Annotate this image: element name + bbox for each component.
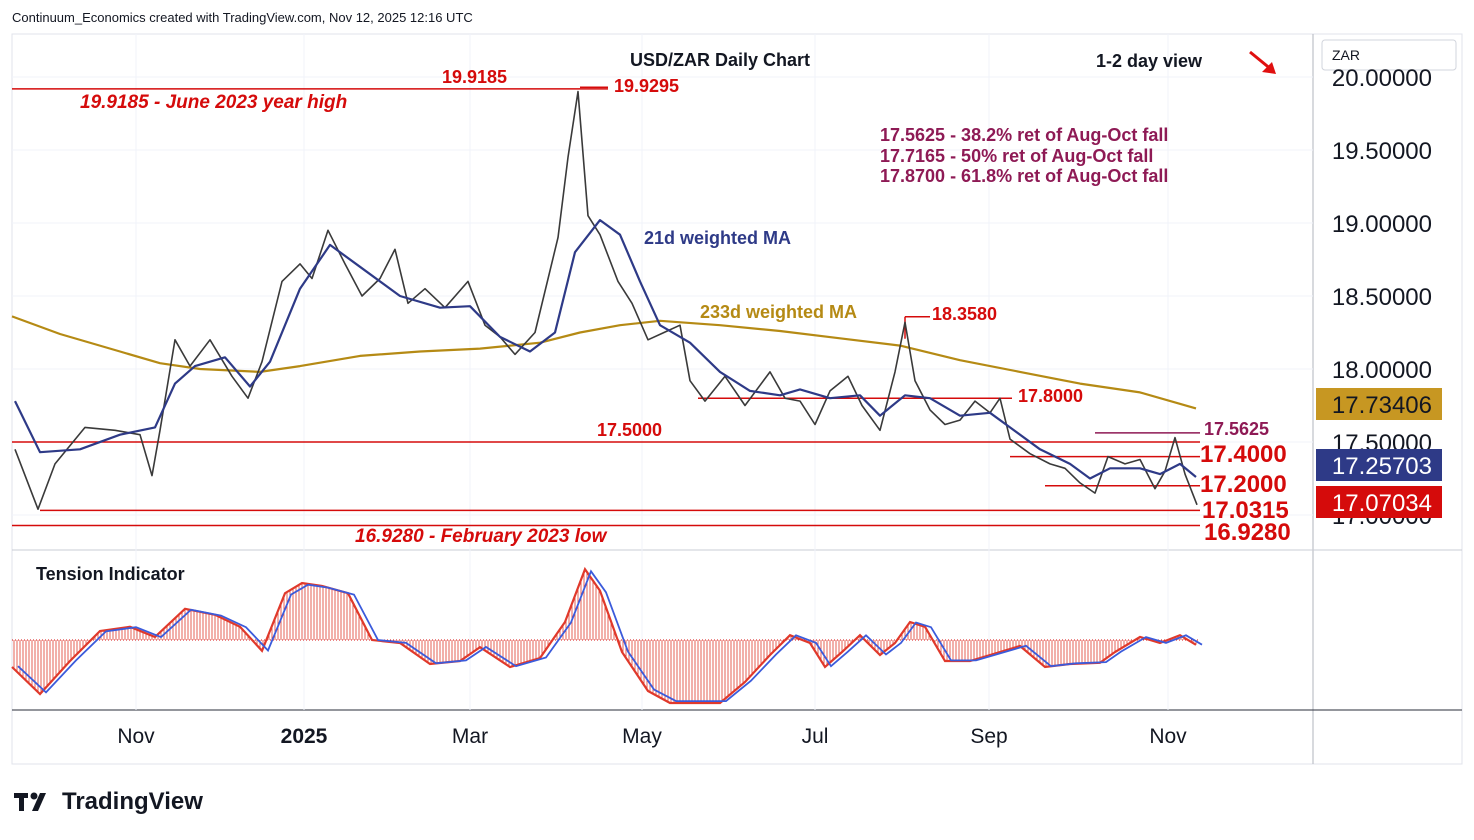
price-marker-label: 17.07034	[1332, 490, 1432, 517]
level-label-19-9295: 19.9295	[614, 76, 679, 96]
chart-credit: Continuum_Economics created with Trading…	[12, 10, 473, 25]
x-tick-label: Nov	[117, 725, 155, 748]
retracement-38: 17.5625 - 38.2% ret of Aug-Oct fall	[880, 125, 1168, 145]
chart-title: USD/ZAR Daily Chart	[630, 50, 810, 70]
price-series	[11, 90, 1198, 511]
level-label: 19.9185	[442, 67, 507, 87]
y-tick-label: 19.00000	[1332, 211, 1432, 238]
x-tick-label: Nov	[1149, 725, 1187, 748]
tension-indicator-pane	[11, 566, 1203, 705]
price-marker	[1316, 486, 1442, 518]
x-tick-label: Sep	[970, 725, 1007, 748]
wma233-line	[11, 315, 1197, 410]
tradingview-logo-icon	[14, 792, 46, 811]
level-label: 17.5625	[1204, 419, 1269, 439]
indicator-signal-line	[17, 569, 1203, 702]
price-marker	[1316, 388, 1442, 420]
support-resistance-levels: 19.9185 19.9185 - June 2023 year high 19.9…	[12, 67, 1291, 547]
level-label: 18.3580	[932, 304, 997, 324]
retracement-50: 17.7165 - 50% ret of Aug-Oct fall	[880, 146, 1153, 166]
usdzar-daily-chart: 19.9185 19.9185 - June 2023 year high 19.9…	[11, 33, 1463, 765]
chart-frame	[11, 33, 1463, 765]
wma21-line	[14, 219, 1197, 480]
y-tick-label: 20.00000	[1332, 65, 1432, 92]
currency-box[interactable]	[1321, 39, 1457, 71]
tradingview-logo: TradingView	[14, 788, 203, 816]
x-tick-label: Mar	[452, 725, 488, 748]
x-tick-label: May	[622, 725, 662, 748]
level-label: 17.5000	[597, 420, 662, 440]
arrow-down-right-icon	[1249, 50, 1276, 74]
y-tick-label: 18.00000	[1332, 357, 1432, 384]
level-label: 17.8000	[1018, 386, 1083, 406]
wma233-label: 233d weighted MA	[700, 302, 857, 322]
view-label: 1-2 day view	[1096, 51, 1203, 71]
time-axis-ticks: Nov 2025 Mar May Jul Sep Nov	[117, 725, 1187, 748]
y-tick-label: 19.50000	[1332, 138, 1432, 165]
level-description: 16.9280 - February 2023 low	[355, 526, 608, 547]
x-tick-label: Jul	[802, 725, 829, 748]
tradingview-logo-text: TradingView	[62, 788, 203, 815]
price-line	[14, 90, 1198, 511]
price-marker	[1316, 449, 1442, 481]
level-label: 16.9280	[1204, 519, 1291, 546]
indicator-line	[11, 566, 1197, 705]
currency-label: ZAR	[1332, 47, 1360, 63]
price-marker-label: 17.73406	[1332, 392, 1432, 419]
retracement-61: 17.8700 - 61.8% ret of Aug-Oct fall	[880, 166, 1168, 186]
price-marker-label: 17.25703	[1332, 453, 1432, 480]
level-label: 17.4000	[1200, 441, 1287, 468]
level-description: 19.9185 - June 2023 year high	[80, 92, 347, 113]
y-tick-label: 18.50000	[1332, 284, 1432, 311]
price-markers: 17.73406 17.25703 17.07034	[1316, 388, 1442, 518]
wma21-label: 21d weighted MA	[644, 228, 791, 248]
level-label: 17.2000	[1200, 471, 1287, 498]
level-label: 17.0315	[1202, 497, 1289, 524]
x-tick-label: 2025	[281, 725, 328, 748]
tension-indicator-label: Tension Indicator	[36, 564, 185, 584]
